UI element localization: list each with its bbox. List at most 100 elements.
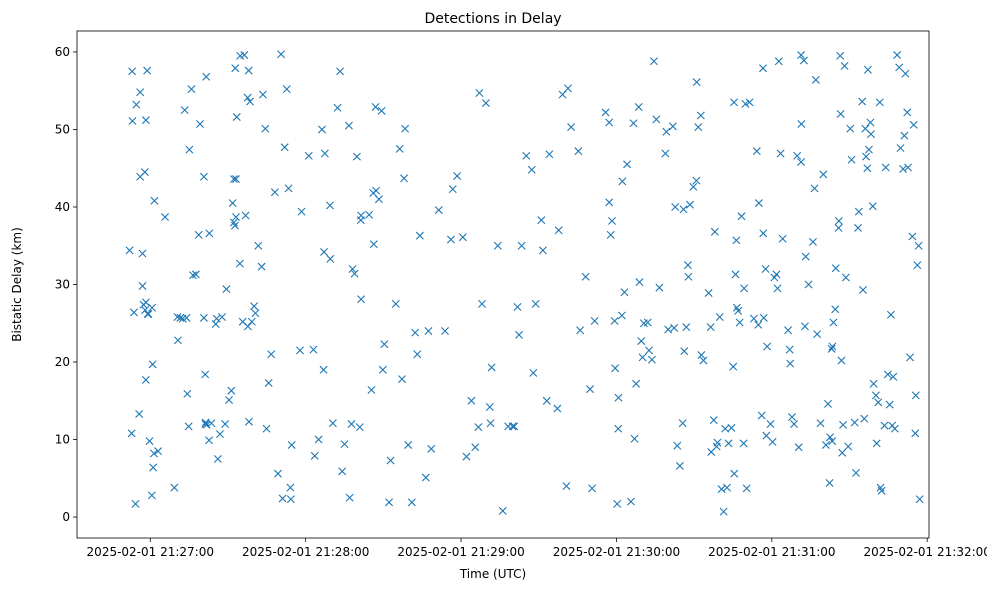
data-point: [413, 350, 422, 359]
data-point: [762, 431, 771, 440]
data-point: [906, 353, 915, 362]
data-point: [893, 51, 902, 60]
data-point: [207, 419, 216, 428]
data-point: [185, 145, 194, 154]
data-point: [215, 430, 224, 439]
x-axis-label: Time (UTC): [459, 567, 526, 581]
data-point: [421, 473, 430, 482]
data-point: [170, 483, 179, 492]
data-point: [352, 152, 361, 161]
data-point: [824, 399, 832, 408]
data-point: [286, 483, 295, 492]
data-point: [819, 170, 828, 179]
data-point: [735, 318, 744, 327]
data-point: [915, 495, 924, 504]
data-point: [125, 246, 134, 255]
data-point: [407, 498, 416, 507]
data-point: [448, 185, 457, 194]
y-axis-label: Bistatic Delay (km): [10, 227, 24, 342]
data-point: [356, 216, 365, 225]
data-point: [617, 311, 626, 320]
data-point: [800, 322, 809, 331]
data-point: [277, 50, 286, 59]
data-point: [485, 402, 494, 411]
data-point: [462, 452, 471, 461]
data-point: [854, 207, 863, 216]
data-point: [827, 344, 836, 353]
data-point: [180, 106, 189, 115]
data-point: [345, 493, 354, 502]
data-point: [763, 342, 772, 351]
data-point: [427, 444, 436, 453]
data-point: [911, 391, 920, 400]
data-point: [588, 484, 597, 493]
data-point: [270, 188, 279, 197]
data-point: [434, 206, 443, 215]
data-point: [372, 186, 381, 195]
data-point: [262, 424, 271, 433]
data-point: [213, 454, 222, 463]
data-point: [475, 89, 484, 98]
data-point: [230, 221, 239, 230]
data-point: [148, 303, 157, 312]
data-point: [858, 285, 867, 294]
data-point: [338, 467, 347, 476]
data-point: [626, 497, 635, 506]
data-point: [886, 310, 895, 319]
data-point: [731, 270, 740, 279]
data-point: [222, 285, 231, 294]
data-point: [320, 247, 329, 256]
data-point: [801, 252, 810, 261]
data-point: [630, 434, 639, 443]
data-point: [839, 420, 848, 429]
x-tick-label: 2025-02-01 21:27:00: [87, 545, 214, 559]
data-point: [287, 440, 296, 449]
data-point: [232, 113, 241, 122]
data-point: [545, 150, 554, 159]
data-point: [754, 320, 763, 329]
data-point: [347, 420, 356, 429]
data-point: [754, 199, 763, 208]
data-point: [776, 149, 785, 158]
data-point: [717, 485, 726, 494]
data-point: [320, 149, 329, 158]
data-point: [661, 149, 670, 158]
data-point: [309, 345, 318, 354]
data-point: [567, 123, 576, 132]
data-point: [881, 163, 890, 172]
data-point: [847, 155, 856, 164]
data-point: [481, 99, 490, 108]
data-point: [899, 165, 908, 173]
data-point: [797, 51, 806, 60]
data-point: [880, 421, 889, 430]
data-point: [851, 468, 860, 477]
data-point: [618, 177, 627, 186]
data-point: [834, 216, 843, 225]
data-point: [889, 372, 898, 381]
data-point: [862, 152, 871, 161]
data-point: [576, 326, 585, 335]
data-point: [605, 198, 614, 207]
data-point: [446, 235, 455, 244]
data-point: [202, 420, 211, 429]
data-point: [629, 119, 638, 128]
data-point: [841, 273, 850, 282]
data-point: [196, 120, 204, 129]
data-point: [202, 72, 211, 81]
data-point: [174, 336, 182, 345]
data-point: [840, 61, 849, 70]
data-point: [199, 313, 208, 322]
data-point: [860, 414, 869, 423]
data-point: [759, 64, 767, 73]
data-point: [510, 422, 519, 431]
data-point: [742, 484, 751, 493]
data-point: [913, 261, 922, 270]
data-point: [692, 78, 701, 87]
data-point: [317, 125, 326, 134]
data-point: [867, 130, 875, 139]
data-point: [221, 420, 230, 429]
data-point: [189, 271, 198, 280]
data-point: [875, 98, 884, 107]
data-point: [517, 241, 526, 250]
data-point: [385, 498, 394, 507]
